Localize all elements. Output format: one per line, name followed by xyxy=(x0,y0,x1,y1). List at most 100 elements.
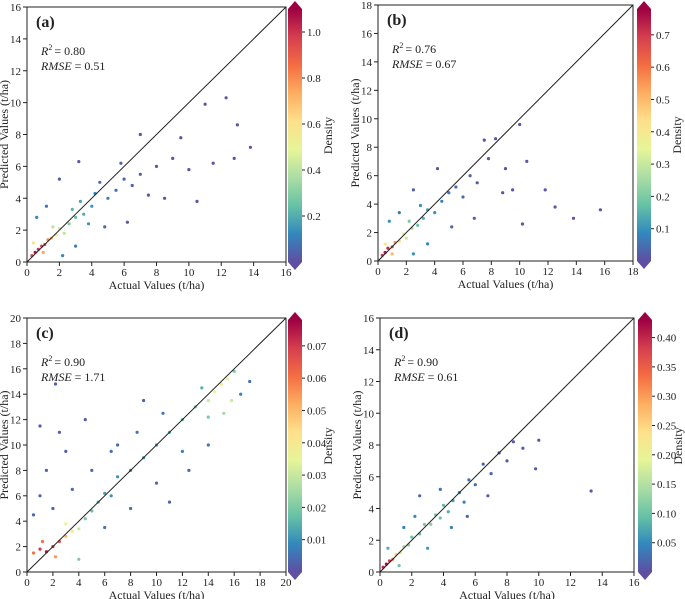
data-point xyxy=(386,246,390,250)
x-axis-label: Actual Values (t/ha) xyxy=(109,588,205,599)
x-axis-label: Actual Values (t/ha) xyxy=(109,278,205,292)
data-point xyxy=(114,188,118,192)
colorbar-label: Density xyxy=(671,427,685,464)
data-point xyxy=(90,204,94,208)
data-point xyxy=(429,522,433,527)
data-point xyxy=(82,212,86,216)
data-point xyxy=(230,398,234,403)
data-point xyxy=(90,509,94,513)
x-tick-label: 10 xyxy=(533,577,545,589)
data-point xyxy=(38,494,42,498)
data-point xyxy=(235,123,239,127)
data-point xyxy=(154,481,159,485)
rmse-value: = 0.61 xyxy=(428,370,459,384)
x-tick-label: 16 xyxy=(629,577,641,589)
colorbar-tick-label: 0.05 xyxy=(307,405,327,417)
y-tick-label: 12 xyxy=(363,377,374,389)
r2-superscript: 2 xyxy=(399,41,403,50)
x-tick-label: 2 xyxy=(404,266,410,278)
rmse-value: = 0.51 xyxy=(75,59,106,73)
data-point xyxy=(397,211,401,215)
colorbar-tick-label: 0.5 xyxy=(656,94,670,106)
data-point xyxy=(482,138,486,142)
data-point xyxy=(411,252,415,256)
scatter-points xyxy=(381,438,593,569)
data-point xyxy=(462,500,466,504)
data-point xyxy=(219,382,223,386)
data-point xyxy=(171,156,175,160)
data-point xyxy=(248,145,252,149)
r2-superscript: 2 xyxy=(48,354,52,363)
y-axis-label: Predicted Values (t/ha) xyxy=(0,80,11,189)
colorbar-tick-label: 0.07 xyxy=(307,341,327,353)
y-tick-label: 8 xyxy=(16,465,22,477)
x-tick-label: 12 xyxy=(177,577,188,589)
data-point xyxy=(70,207,74,211)
colorbar-tick-label: 0.3 xyxy=(656,159,670,171)
data-point xyxy=(501,191,505,195)
y-tick-label: 20 xyxy=(10,313,22,325)
data-point xyxy=(103,491,107,495)
data-point xyxy=(57,177,62,181)
y-axis-label: Predicted Values (t/ha) xyxy=(350,390,364,499)
data-point xyxy=(122,177,126,181)
panel-d: 0 2 4 6 8 10 12 14 16 0 2 4 6 8 10 12 14 16 Actual Values … xyxy=(350,312,685,599)
data-point xyxy=(468,174,472,178)
rmse-stat: RMSE = 0.61 xyxy=(393,370,458,384)
data-point xyxy=(31,513,36,517)
data-point xyxy=(521,446,525,450)
y-tick-label: 4 xyxy=(16,516,22,528)
x-tick-label: 14 xyxy=(597,577,609,589)
data-point xyxy=(70,487,74,491)
data-point xyxy=(142,398,146,403)
colorbar-tick-label: 0.2 xyxy=(307,211,321,223)
y-tick-label: 2 xyxy=(367,228,373,240)
colorbar-tick-label: 0.01 xyxy=(307,535,326,547)
colorbar: 0.1 0.2 0.3 0.4 0.5 0.6 0.7 Density xyxy=(637,1,684,269)
data-point xyxy=(64,449,68,453)
rmse-label: RMSE xyxy=(40,370,72,384)
data-point xyxy=(51,506,55,511)
colorbar: 0.05 0.10 0.15 0.20 0.25 0.30 0.35 0.40 Density xyxy=(638,312,685,580)
y-tick-label: 0 xyxy=(16,257,22,269)
y-tick-label: 14 xyxy=(10,34,22,46)
data-point xyxy=(41,250,45,254)
panel-c: 0 2 4 6 8 10 12 14 16 18 20 0 2 4 6 8 10 12 14 16 18 20 Actual… xyxy=(0,312,335,599)
y-tick-label: 2 xyxy=(16,542,22,554)
colorbar-bar xyxy=(288,320,302,572)
colorbar-tick-label: 0.20 xyxy=(657,450,677,462)
data-point xyxy=(203,102,207,106)
panel-b: 0 2 4 6 8 10 12 14 16 18 0 2 4 6 8 10 12 14 16 18 Actual Val… xyxy=(348,0,684,291)
x-tick-label: 6 xyxy=(460,266,466,278)
data-point xyxy=(106,196,110,200)
x-tick-label: 16 xyxy=(229,577,241,589)
reference-line-1-1 xyxy=(26,317,287,573)
data-point xyxy=(38,424,42,428)
data-point xyxy=(146,193,150,197)
colorbar-tick-label: 0.6 xyxy=(307,119,321,131)
reference-line-1-1 xyxy=(377,4,634,262)
data-point xyxy=(416,223,420,227)
y-tick-label: 14 xyxy=(10,389,22,401)
data-point xyxy=(438,516,442,520)
data-point xyxy=(446,510,450,514)
data-point xyxy=(57,430,62,434)
y-tick-label: 10 xyxy=(361,114,373,126)
data-point xyxy=(206,443,210,447)
colorbar-tick-label: 0.06 xyxy=(307,373,327,385)
data-point xyxy=(232,369,236,373)
data-point xyxy=(44,204,49,208)
data-point xyxy=(553,205,557,209)
y-tick-label: 6 xyxy=(16,161,22,173)
data-point xyxy=(543,188,547,192)
y-axis-label: Predicted Values (t/ha) xyxy=(0,390,11,499)
colorbar-bottom-arrow xyxy=(288,572,302,580)
r2-label: R xyxy=(40,44,49,58)
data-point xyxy=(213,390,217,394)
data-point xyxy=(154,164,159,168)
colorbar-tick-label: 0.40 xyxy=(657,333,677,345)
data-point xyxy=(77,160,81,164)
colorbar-tick-label: 0.2 xyxy=(656,191,670,203)
data-point xyxy=(571,216,576,220)
y-tick-label: 18 xyxy=(361,0,373,12)
